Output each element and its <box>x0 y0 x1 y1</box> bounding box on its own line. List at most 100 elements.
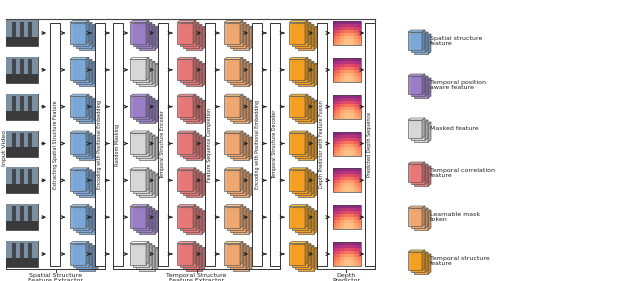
Polygon shape <box>240 241 243 264</box>
Polygon shape <box>355 153 358 155</box>
Polygon shape <box>233 137 252 139</box>
Polygon shape <box>196 170 199 193</box>
Text: Spatial Structure
Feature Extractor: Spatial Structure Feature Extractor <box>28 273 83 281</box>
Polygon shape <box>333 30 336 33</box>
Polygon shape <box>199 246 202 269</box>
Polygon shape <box>347 27 350 30</box>
Polygon shape <box>146 94 149 117</box>
Polygon shape <box>224 170 240 191</box>
Polygon shape <box>341 149 344 153</box>
Polygon shape <box>336 132 339 135</box>
Polygon shape <box>347 260 350 263</box>
Polygon shape <box>333 214 336 217</box>
Polygon shape <box>358 104 361 107</box>
Polygon shape <box>177 168 196 170</box>
Polygon shape <box>355 101 358 104</box>
Polygon shape <box>341 211 344 214</box>
Polygon shape <box>353 107 355 110</box>
Polygon shape <box>344 21 347 24</box>
Polygon shape <box>196 22 199 46</box>
Polygon shape <box>249 26 252 49</box>
Polygon shape <box>183 246 202 248</box>
Polygon shape <box>76 24 95 26</box>
Polygon shape <box>139 211 158 213</box>
Polygon shape <box>353 137 355 140</box>
Polygon shape <box>136 26 152 47</box>
Polygon shape <box>350 146 353 149</box>
Polygon shape <box>341 144 344 146</box>
Polygon shape <box>355 260 358 263</box>
Polygon shape <box>355 104 358 107</box>
Polygon shape <box>339 217 341 220</box>
Polygon shape <box>350 95 353 98</box>
Polygon shape <box>341 67 344 70</box>
Polygon shape <box>155 137 158 160</box>
Polygon shape <box>298 211 317 213</box>
Polygon shape <box>76 137 92 158</box>
Polygon shape <box>246 209 249 232</box>
Polygon shape <box>73 172 89 193</box>
Polygon shape <box>333 208 336 211</box>
Polygon shape <box>339 24 341 27</box>
Polygon shape <box>353 260 355 263</box>
Polygon shape <box>344 95 347 98</box>
Polygon shape <box>411 120 428 122</box>
Polygon shape <box>298 213 314 234</box>
Polygon shape <box>414 254 431 256</box>
Polygon shape <box>6 241 38 267</box>
Polygon shape <box>411 78 425 96</box>
Polygon shape <box>298 250 314 271</box>
Polygon shape <box>355 116 358 119</box>
Polygon shape <box>295 137 311 158</box>
Polygon shape <box>155 100 158 123</box>
Polygon shape <box>344 135 347 137</box>
Polygon shape <box>12 59 16 74</box>
Polygon shape <box>411 34 425 52</box>
Polygon shape <box>230 209 249 211</box>
Polygon shape <box>199 24 202 47</box>
Polygon shape <box>358 27 361 30</box>
Polygon shape <box>95 174 98 197</box>
Polygon shape <box>177 22 193 44</box>
Polygon shape <box>196 244 199 266</box>
Polygon shape <box>289 133 305 154</box>
Polygon shape <box>92 24 95 47</box>
Polygon shape <box>408 118 425 120</box>
Polygon shape <box>339 153 341 155</box>
Polygon shape <box>336 183 339 186</box>
Polygon shape <box>333 174 336 177</box>
Polygon shape <box>186 174 205 176</box>
Polygon shape <box>136 248 152 269</box>
Polygon shape <box>86 131 89 154</box>
Polygon shape <box>86 57 89 80</box>
Polygon shape <box>333 168 336 171</box>
Text: Depth Predictor with Feature Fusion: Depth Predictor with Feature Fusion <box>319 101 324 188</box>
Polygon shape <box>339 205 341 208</box>
Polygon shape <box>333 254 336 257</box>
Polygon shape <box>344 104 347 107</box>
Polygon shape <box>341 21 344 24</box>
Polygon shape <box>358 223 361 226</box>
Polygon shape <box>177 244 193 264</box>
Polygon shape <box>224 57 243 59</box>
Polygon shape <box>177 133 193 154</box>
Polygon shape <box>355 98 358 101</box>
Polygon shape <box>350 205 353 208</box>
Polygon shape <box>298 139 314 160</box>
Polygon shape <box>339 174 341 177</box>
Polygon shape <box>347 24 350 27</box>
Polygon shape <box>76 172 95 174</box>
Polygon shape <box>353 104 355 107</box>
Polygon shape <box>341 242 344 245</box>
Polygon shape <box>20 96 24 110</box>
Polygon shape <box>86 21 89 44</box>
Polygon shape <box>347 144 350 146</box>
Polygon shape <box>344 220 347 223</box>
Polygon shape <box>341 64 344 67</box>
Polygon shape <box>155 248 158 271</box>
Polygon shape <box>6 130 38 157</box>
Polygon shape <box>202 100 205 123</box>
Polygon shape <box>314 26 317 49</box>
Polygon shape <box>339 177 341 180</box>
Polygon shape <box>136 137 152 158</box>
